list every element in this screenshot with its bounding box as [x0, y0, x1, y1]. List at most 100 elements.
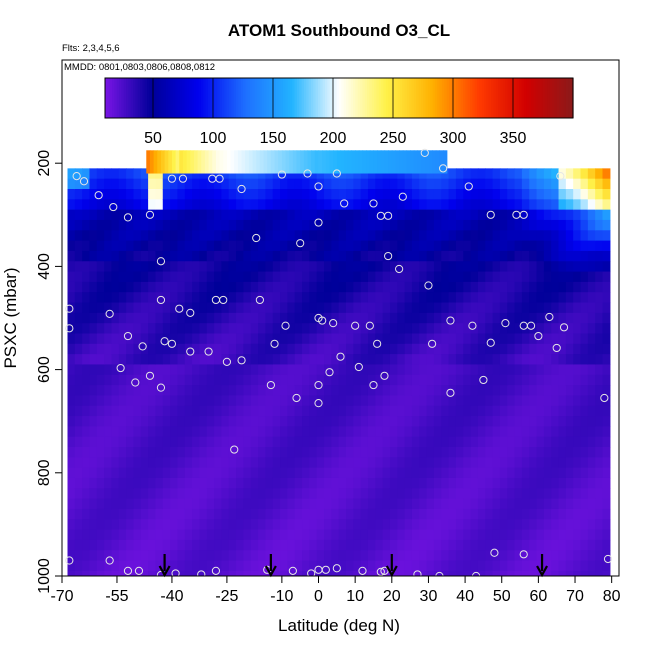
heatmap-cell: [294, 570, 303, 576]
heatmap-cell: [397, 292, 406, 304]
heatmap-cell: [353, 374, 362, 386]
heatmap-cell: [155, 570, 164, 576]
heatmap-cell: [126, 498, 135, 510]
heatmap-cell: [214, 178, 223, 190]
heatmap-cell: [477, 457, 486, 469]
heatmap-cell: [499, 560, 508, 572]
heatmap-cell: [82, 477, 91, 489]
heatmap-cell: [162, 209, 171, 221]
heatmap-cell: [309, 457, 318, 469]
heatmap-cell: [338, 323, 347, 335]
heatmap-cell: [133, 230, 142, 242]
heatmap-cell: [280, 333, 288, 345]
heatmap-cell: [316, 550, 325, 562]
heatmap-cell: [565, 570, 574, 576]
heatmap-cell: [595, 199, 604, 211]
heatmap-cell: [67, 519, 76, 531]
heatmap-cell: [558, 199, 567, 211]
heatmap-cell: [287, 426, 296, 438]
sample-point: [526, 321, 536, 330]
heatmap-cell: [192, 385, 201, 396]
heatmap-cell: [426, 385, 435, 396]
sample-point: [369, 380, 378, 390]
heatmap-cell: [492, 333, 501, 345]
heatmap-cell: [367, 467, 376, 479]
heatmap-cell: [126, 323, 135, 335]
heatmap-cell: [243, 199, 252, 211]
heatmap-cell: [367, 426, 376, 438]
heatmap-cell: [228, 550, 237, 562]
heatmap-cell: [499, 570, 508, 576]
heatmap-cell: [221, 354, 230, 366]
heatmap-cell: [441, 539, 450, 551]
heatmap-cell: [170, 539, 179, 551]
heatmap-cell: [162, 292, 171, 304]
heatmap-cell: [558, 405, 567, 417]
heatmap-cell: [162, 560, 171, 572]
heatmap-cell: [206, 271, 215, 283]
heatmap-cell: [411, 250, 420, 262]
heatmap-cell: [389, 354, 398, 366]
heatmap-cell: [140, 405, 149, 417]
heatmap-cell: [367, 395, 376, 407]
heatmap-cell: [375, 364, 384, 376]
heatmap-cell: [177, 302, 186, 314]
heatmap-cell: [492, 426, 501, 438]
heatmap-cell: [309, 560, 318, 572]
heatmap-cell: [250, 570, 259, 576]
heatmap-cell: [162, 230, 171, 242]
heatmap-cell: [463, 250, 472, 262]
heatmap-cell: [499, 199, 508, 211]
heatmap-cell: [433, 416, 442, 427]
colorbar-swatch: [207, 78, 211, 118]
heatmap-cell: [294, 178, 303, 190]
heatmap-cell: [272, 323, 281, 335]
heatmap-cell: [228, 323, 237, 335]
heatmap-cell: [375, 219, 384, 231]
heatmap-cell: [74, 436, 83, 448]
heatmap-cell: [499, 519, 508, 531]
heatmap-cell: [104, 302, 113, 314]
colorbar-swatch: [247, 78, 251, 118]
heatmap-cell: [302, 178, 310, 190]
heatmap-cell: [485, 168, 494, 180]
heatmap-cell: [389, 488, 398, 500]
heatmap-cell: [206, 447, 215, 458]
heatmap-cell: [111, 250, 120, 262]
heatmap-cell: [324, 374, 332, 386]
heatmap-cell: [514, 219, 523, 231]
heatmap-cell: [404, 312, 413, 324]
heatmap-cell: [463, 189, 472, 200]
y-tick-label: 200: [36, 150, 53, 177]
heatmap-cell: [74, 230, 83, 242]
heatmap-cell: [148, 271, 157, 283]
heatmap-cell: [324, 240, 332, 252]
colorbar-swatch: [156, 78, 160, 118]
colorbar-swatch: [549, 78, 553, 118]
heatmap-cell: [602, 302, 611, 314]
heatmap-cell: [587, 436, 596, 448]
heatmap-cell: [448, 281, 457, 293]
heatmap-cell: [455, 364, 464, 376]
heatmap-cell: [404, 250, 413, 262]
heatmap-cell: [419, 477, 428, 489]
heatmap-cell: [602, 374, 611, 386]
heatmap-cell: [529, 312, 538, 324]
heatmap-cell: [236, 219, 244, 231]
heatmap-cell: [126, 343, 135, 355]
heatmap-cell: [384, 150, 389, 174]
heatmap-cell: [346, 529, 354, 541]
heatmap-cell: [367, 343, 376, 355]
heatmap-cell: [82, 230, 91, 242]
heatmap-cell: [602, 436, 611, 448]
heatmap-cell: [602, 261, 611, 273]
heatmap-cell: [280, 261, 288, 273]
heatmap-cell: [426, 250, 435, 262]
heatmap-cell: [148, 488, 157, 500]
heatmap-cell: [514, 189, 523, 200]
heatmap-cell: [302, 271, 310, 283]
heatmap-cell: [580, 312, 589, 324]
colorbar-swatch: [259, 78, 263, 118]
colorbar-swatch: [257, 78, 261, 118]
heatmap-cell: [148, 539, 157, 551]
